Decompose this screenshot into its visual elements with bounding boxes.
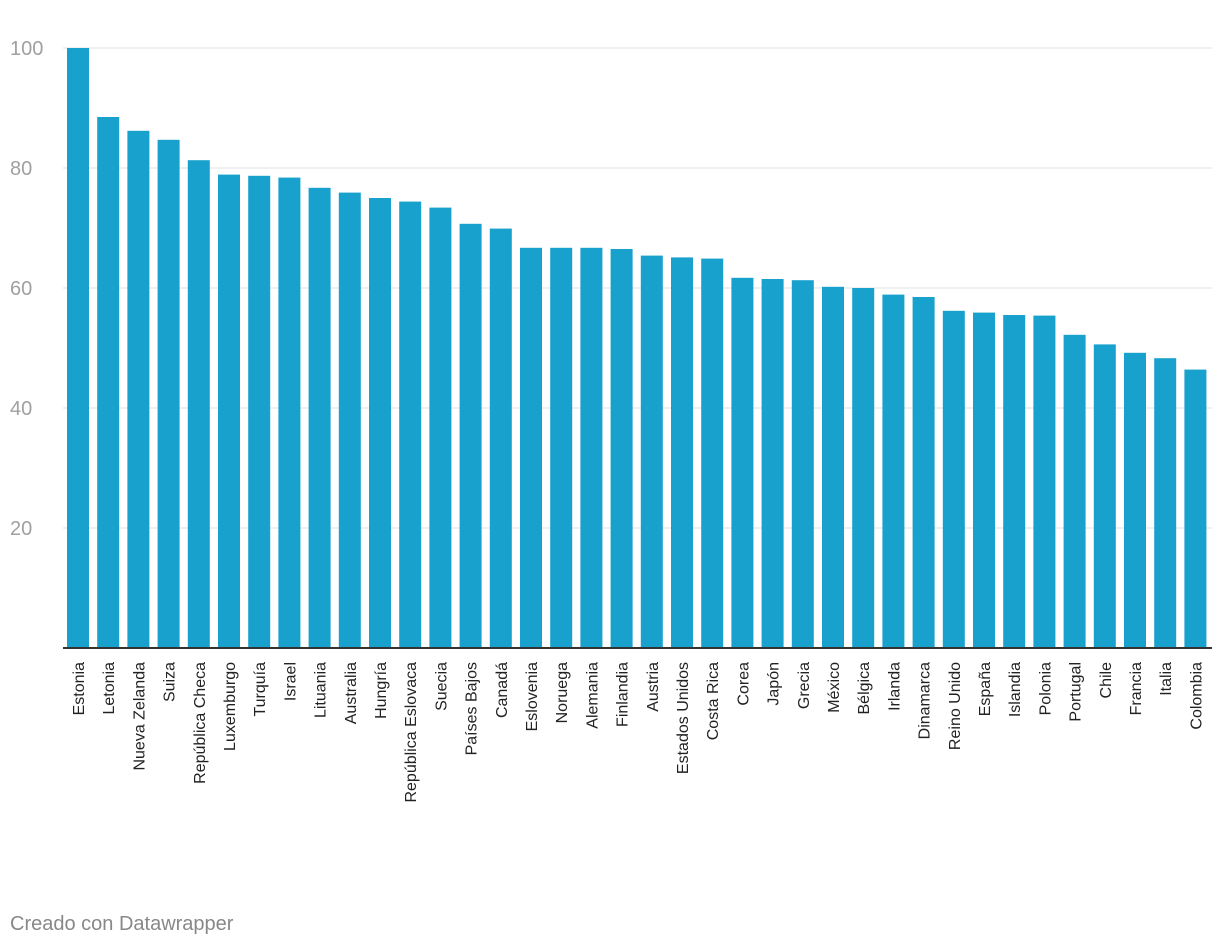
- bar: [369, 198, 391, 648]
- credit-text: Creado con Datawrapper: [10, 913, 234, 935]
- x-category-label: República Checa: [192, 662, 209, 784]
- x-category-label: Israel: [282, 662, 299, 701]
- bar: [701, 258, 724, 648]
- bar: [640, 255, 663, 648]
- bar: [1003, 315, 1026, 648]
- x-axis-category-labels: Estonia Letonia Nueva Zelanda Suiza Repúblic…: [71, 662, 1205, 803]
- bar: [399, 201, 422, 648]
- x-category-label: Nueva Zelanda: [131, 662, 148, 771]
- x-category-label: Chile: [1098, 662, 1115, 699]
- x-category-label: Dinamarca: [917, 662, 934, 739]
- y-tick-label: 80: [10, 158, 32, 180]
- x-category-label: Finlandia: [615, 662, 632, 727]
- bar: [1124, 352, 1146, 648]
- x-category-label: Letonia: [101, 662, 118, 715]
- bar: [308, 187, 331, 649]
- x-category-label: Francia: [1128, 662, 1145, 715]
- bar: [761, 279, 784, 648]
- x-category-label: Noruega: [554, 662, 571, 723]
- bar: [218, 174, 240, 648]
- bar: [187, 160, 210, 648]
- bar: [912, 297, 935, 648]
- x-category-label: Austria: [645, 662, 662, 712]
- bar: [731, 277, 754, 648]
- bar: [1063, 334, 1086, 648]
- bar: [550, 247, 573, 649]
- bar: [882, 294, 905, 648]
- x-category-label: Irlanda: [886, 662, 903, 711]
- bar: [1093, 344, 1116, 648]
- y-axis-tick-labels: 20 40 60 80 100: [10, 38, 43, 540]
- x-category-label: México: [826, 662, 843, 713]
- bar: [1033, 315, 1056, 648]
- x-category-label: Italia: [1158, 662, 1175, 696]
- y-tick-label: 100: [10, 38, 43, 60]
- x-category-label: Alemania: [584, 662, 601, 729]
- bar: [489, 228, 512, 648]
- x-category-label: Canadá: [494, 662, 511, 718]
- bar: [671, 257, 693, 648]
- x-category-label: Eslovenia: [524, 662, 541, 731]
- bar: [520, 247, 542, 649]
- bar: [67, 48, 89, 648]
- x-category-label: Grecia: [796, 662, 813, 709]
- x-category-label: Suiza: [162, 662, 179, 702]
- y-tick-label: 20: [10, 518, 32, 540]
- x-category-label: Japón: [766, 662, 783, 706]
- bar-chart: 20 40 60 80 100 Estonia Letonia Nueva Zelanda S…: [10, 38, 1212, 803]
- x-category-label: Bélgica: [856, 662, 873, 715]
- x-category-label: República Eslovaca: [403, 662, 420, 803]
- x-category-label: Turquía: [252, 662, 269, 717]
- x-category-label: España: [977, 662, 994, 716]
- bars: [67, 48, 1207, 649]
- x-category-label: Australia: [343, 662, 360, 724]
- bar: [610, 249, 633, 648]
- bar: [459, 223, 482, 649]
- bar: [157, 139, 180, 649]
- x-category-label: Luxemburgo: [222, 662, 239, 751]
- x-category-label: Lituania: [313, 662, 330, 718]
- bar: [852, 288, 875, 648]
- bar: [338, 192, 361, 648]
- bar: [791, 280, 814, 648]
- y-tick-label: 60: [10, 278, 32, 300]
- bar: [973, 312, 995, 648]
- x-category-label: Islandia: [1007, 662, 1024, 717]
- bar: [822, 286, 844, 648]
- bar: [1184, 369, 1207, 648]
- bar: [429, 207, 452, 648]
- x-category-label: Suecia: [433, 662, 450, 711]
- bar: [248, 175, 271, 649]
- bar: [942, 310, 965, 648]
- x-category-label: Países Bajos: [464, 662, 481, 755]
- x-category-label: Costa Rica: [705, 662, 722, 740]
- x-category-label: Polonia: [1037, 662, 1054, 715]
- bar: [580, 247, 603, 649]
- bar: [1154, 358, 1177, 648]
- x-category-label: Colombia: [1188, 662, 1205, 730]
- x-category-label: Estados Unidos: [675, 662, 692, 774]
- x-category-label: Hungría: [373, 662, 390, 719]
- bar: [97, 117, 120, 648]
- x-category-label: Portugal: [1068, 662, 1085, 722]
- x-category-label: Reino Unido: [947, 662, 964, 750]
- x-category-label: Corea: [735, 662, 752, 706]
- bar: [278, 177, 301, 648]
- bar: [127, 130, 150, 649]
- x-category-label: Estonia: [71, 662, 88, 715]
- y-tick-label: 40: [10, 398, 32, 420]
